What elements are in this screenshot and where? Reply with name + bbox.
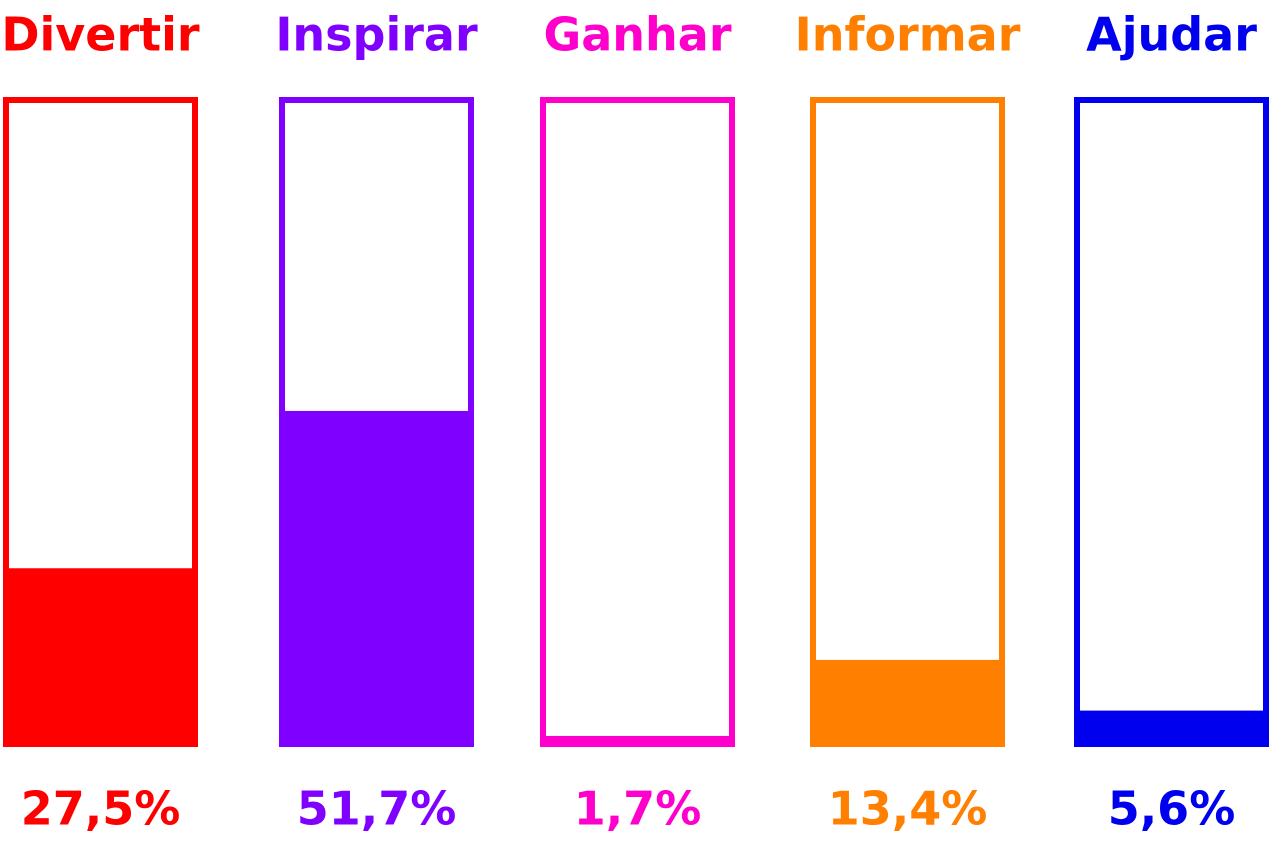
- value-label: 1,7%: [574, 782, 702, 836]
- bar-frame: [1074, 97, 1269, 747]
- value-label: 51,7%: [297, 782, 457, 836]
- bar: [279, 410, 474, 747]
- value-label: 27,5%: [21, 782, 181, 836]
- bar: [3, 568, 198, 747]
- value-label: 13,4%: [828, 782, 988, 836]
- bar-frame: [540, 97, 735, 747]
- category-label: Informar: [795, 8, 1021, 62]
- category-label: Ganhar: [543, 8, 731, 62]
- bar: [1074, 710, 1269, 747]
- bar: [540, 735, 735, 747]
- category-label: Inspirar: [275, 8, 478, 62]
- category-label: Ajudar: [1086, 8, 1257, 62]
- bar: [810, 659, 1005, 747]
- value-label: 5,6%: [1108, 782, 1236, 836]
- category-label: Divertir: [1, 8, 200, 62]
- bar-frame: [810, 97, 1005, 747]
